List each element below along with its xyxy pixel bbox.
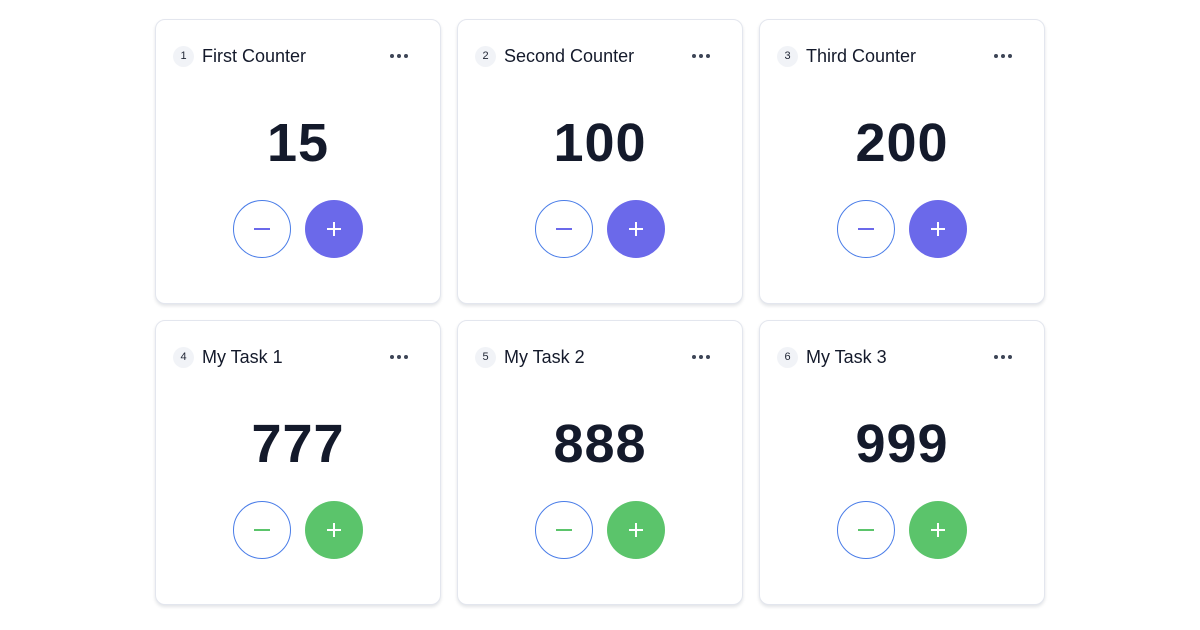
more-horizontal-icon-dot bbox=[397, 355, 401, 359]
decrement-button[interactable] bbox=[233, 200, 291, 258]
increment-button[interactable] bbox=[909, 200, 967, 258]
counter-value: 777 bbox=[251, 414, 345, 474]
decrement-button[interactable] bbox=[535, 200, 593, 258]
more-horizontal-icon-dot bbox=[397, 54, 401, 58]
more-horizontal-icon bbox=[692, 54, 696, 58]
decrement-button[interactable] bbox=[535, 501, 593, 559]
counter-value: 888 bbox=[553, 414, 647, 474]
card-title: My Task 2 bbox=[504, 346, 585, 367]
more-options-button[interactable] bbox=[385, 44, 413, 68]
counter-card: 1 First Counter 15 bbox=[155, 19, 441, 304]
counter-value: 15 bbox=[266, 113, 330, 173]
index-badge: 4 bbox=[173, 346, 194, 368]
counter-value: 200 bbox=[855, 113, 949, 173]
counter-controls bbox=[156, 200, 440, 258]
increment-button[interactable] bbox=[607, 501, 665, 559]
increment-button[interactable] bbox=[607, 200, 665, 258]
counter-controls bbox=[760, 200, 1044, 258]
card-title: First Counter bbox=[202, 45, 307, 66]
index-badge: 3 bbox=[777, 45, 798, 67]
plus-icon bbox=[629, 222, 643, 236]
more-horizontal-icon-dot bbox=[706, 355, 710, 359]
card-title: My Task 1 bbox=[202, 346, 283, 367]
counter-card: 6 My Task 3 999 bbox=[759, 320, 1045, 605]
minus-icon bbox=[254, 228, 270, 230]
more-options-button[interactable] bbox=[687, 345, 715, 369]
more-horizontal-icon bbox=[994, 355, 998, 359]
more-horizontal-icon bbox=[390, 54, 394, 58]
plus-icon bbox=[931, 222, 945, 236]
more-horizontal-icon-dot bbox=[706, 54, 710, 58]
more-horizontal-icon-dot bbox=[699, 355, 703, 359]
more-horizontal-icon-dot bbox=[1001, 54, 1005, 58]
plus-icon bbox=[327, 222, 341, 236]
card-header: 5 My Task 2 bbox=[475, 345, 725, 369]
more-horizontal-icon-dot bbox=[404, 54, 408, 58]
increment-button[interactable] bbox=[305, 200, 363, 258]
more-horizontal-icon bbox=[390, 355, 394, 359]
minus-icon bbox=[858, 529, 874, 531]
index-badge: 6 bbox=[777, 346, 798, 368]
decrement-button[interactable] bbox=[837, 501, 895, 559]
increment-button[interactable] bbox=[909, 501, 967, 559]
more-horizontal-icon-dot bbox=[1008, 54, 1012, 58]
card-header: 3 Third Counter bbox=[777, 44, 1027, 68]
more-horizontal-icon bbox=[994, 54, 998, 58]
card-title: Second Counter bbox=[504, 45, 635, 66]
plus-icon bbox=[931, 523, 945, 537]
counter-controls bbox=[458, 200, 742, 258]
more-options-button[interactable] bbox=[687, 44, 715, 68]
more-horizontal-icon bbox=[692, 355, 696, 359]
minus-icon bbox=[858, 228, 874, 230]
card-header: 2 Second Counter bbox=[475, 44, 725, 68]
counter-controls bbox=[458, 501, 742, 559]
more-options-button[interactable] bbox=[989, 345, 1017, 369]
card-header: 1 First Counter bbox=[173, 44, 423, 68]
increment-button[interactable] bbox=[305, 501, 363, 559]
card-title: Third Counter bbox=[806, 45, 917, 66]
minus-icon bbox=[556, 228, 572, 230]
minus-icon bbox=[556, 529, 572, 531]
counter-grid: 1 First Counter 15 2 Second Counter 100 bbox=[155, 19, 1045, 605]
plus-icon bbox=[327, 523, 341, 537]
more-horizontal-icon-dot bbox=[699, 54, 703, 58]
plus-icon bbox=[629, 523, 643, 537]
counter-card: 5 My Task 2 888 bbox=[457, 320, 743, 605]
more-options-button[interactable] bbox=[989, 44, 1017, 68]
more-horizontal-icon-dot bbox=[404, 355, 408, 359]
more-options-button[interactable] bbox=[385, 345, 413, 369]
card-title: My Task 3 bbox=[806, 346, 887, 367]
counter-value: 100 bbox=[553, 113, 647, 173]
more-horizontal-icon-dot bbox=[1008, 355, 1012, 359]
card-header: 4 My Task 1 bbox=[173, 345, 423, 369]
decrement-button[interactable] bbox=[233, 501, 291, 559]
counter-card: 2 Second Counter 100 bbox=[457, 19, 743, 304]
index-badge: 1 bbox=[173, 45, 194, 67]
more-horizontal-icon-dot bbox=[1001, 355, 1005, 359]
counter-controls bbox=[760, 501, 1044, 559]
decrement-button[interactable] bbox=[837, 200, 895, 258]
counter-card: 3 Third Counter 200 bbox=[759, 19, 1045, 304]
counter-card: 4 My Task 1 777 bbox=[155, 320, 441, 605]
card-header: 6 My Task 3 bbox=[777, 345, 1027, 369]
index-badge: 2 bbox=[475, 45, 496, 67]
index-badge: 5 bbox=[475, 346, 496, 368]
counter-value: 999 bbox=[855, 414, 949, 474]
minus-icon bbox=[254, 529, 270, 531]
counter-controls bbox=[156, 501, 440, 559]
